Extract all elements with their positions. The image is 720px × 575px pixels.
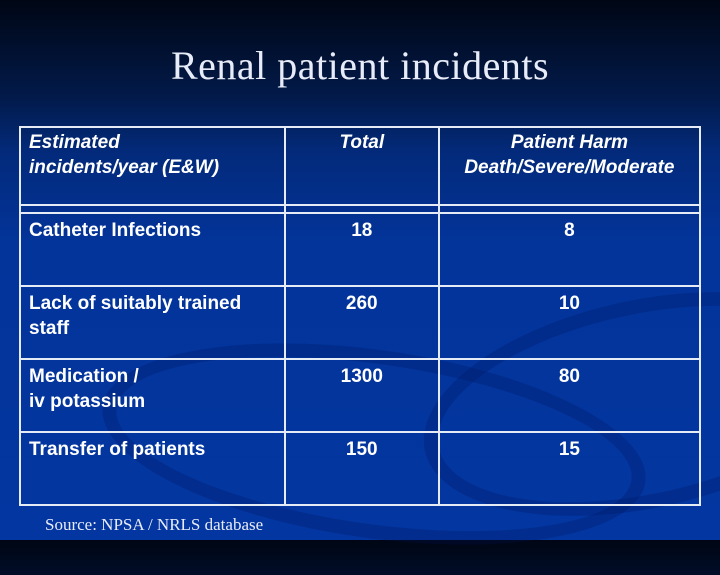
header-text: Death/Severe/Moderate (464, 157, 675, 178)
source-note: Source: NPSA / NRLS database (45, 515, 264, 534)
label-text: Transfer of patients (29, 439, 206, 460)
spacer-cell (283, 204, 440, 214)
row-label: Medication / iv potassium (19, 358, 286, 433)
row-harm: 10 (437, 285, 702, 360)
spacer-cell (19, 204, 286, 214)
header-text: Estimated (29, 132, 120, 153)
row-total: 150 (283, 431, 440, 506)
row-total: 18 (283, 212, 440, 287)
table-row: Lack of suitably trained staff 260 10 (19, 285, 702, 360)
row-total: 260 (283, 285, 440, 360)
table-row: Transfer of patients 150 15 (19, 431, 702, 506)
row-harm: 15 (437, 431, 702, 506)
header-text: Patient Harm (510, 132, 629, 153)
row-harm: 8 (437, 212, 702, 287)
incidents-table: Estimated incidents/year (E&W) Total Pat… (19, 126, 702, 506)
table-row: Catheter Infections 18 8 (19, 212, 702, 287)
row-total: 1300 (283, 358, 440, 433)
header-text: incidents/year (E&W) (29, 157, 220, 178)
header-estimated-incidents: Estimated incidents/year (E&W) (19, 126, 286, 206)
table-header-row: Estimated incidents/year (E&W) Total Pat… (19, 126, 702, 206)
header-patient-harm: Patient Harm Death/Severe/Moderate (437, 126, 702, 206)
table-spacer-row (19, 204, 702, 214)
slide-title: Renal patient incidents (170, 43, 550, 88)
row-label: Lack of suitably trained staff (19, 285, 286, 360)
row-harm: 80 (437, 358, 702, 433)
row-label: Transfer of patients (19, 431, 286, 506)
label-text: iv potassium (29, 391, 146, 412)
label-text: Catheter Infections (29, 220, 202, 241)
header-total: Total (283, 126, 440, 206)
row-label: Catheter Infections (19, 212, 286, 287)
label-text: Medication / (29, 366, 139, 387)
label-text: staff (29, 318, 70, 339)
header-text: Total (339, 132, 385, 153)
spacer-cell (437, 204, 702, 214)
label-text: Lack of suitably trained (29, 293, 242, 314)
table-row: Medication / iv potassium 1300 80 (19, 358, 702, 433)
